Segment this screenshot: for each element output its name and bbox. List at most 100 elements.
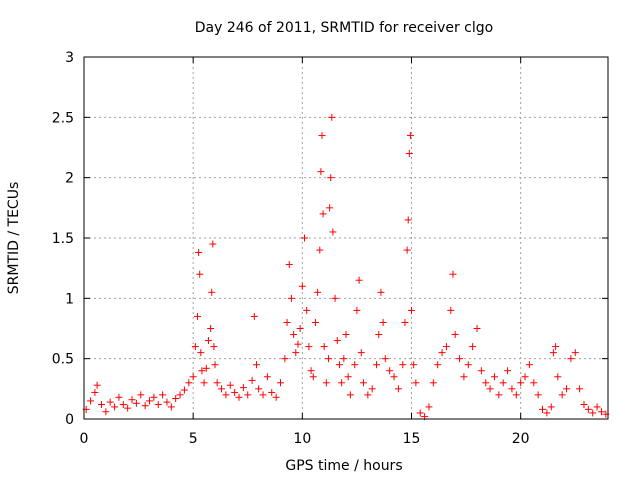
data-point: [176, 391, 184, 399]
data-point: [377, 288, 385, 296]
data-point: [469, 343, 477, 351]
data-point: [259, 391, 267, 399]
data-point: [525, 361, 533, 369]
y-tick-label: 0: [65, 412, 74, 428]
data-point: [425, 403, 433, 411]
data-point: [322, 379, 330, 387]
data-point: [331, 294, 339, 302]
data-point: [285, 261, 293, 269]
data-point: [218, 385, 226, 393]
data-point: [97, 401, 105, 409]
data-point: [552, 343, 560, 351]
x-tick-label: 0: [80, 431, 89, 447]
data-point: [593, 403, 601, 411]
data-point: [464, 361, 472, 369]
data-point: [327, 174, 335, 182]
data-point: [191, 343, 199, 351]
data-point: [283, 318, 291, 326]
data-point: [429, 379, 437, 387]
data-point: [449, 270, 457, 278]
data-point: [335, 361, 343, 369]
data-point: [87, 397, 95, 405]
data-point: [159, 391, 167, 399]
data-point: [319, 210, 327, 218]
data-point: [442, 343, 450, 351]
data-point: [340, 355, 348, 363]
data-point: [517, 379, 525, 387]
data-point: [93, 381, 101, 389]
data-point: [447, 306, 455, 314]
y-tick-label: 1.5: [52, 231, 74, 247]
data-point: [338, 379, 346, 387]
data-point: [477, 367, 485, 375]
data-point: [355, 276, 363, 284]
data-point: [549, 349, 557, 357]
data-point: [379, 318, 387, 326]
data-point: [150, 393, 158, 401]
data-point: [119, 401, 127, 409]
data-point: [364, 391, 372, 399]
data-point: [386, 367, 394, 375]
data-point: [567, 355, 575, 363]
data-point: [210, 343, 218, 351]
data-point: [346, 391, 354, 399]
data-point: [368, 385, 376, 393]
data-point: [375, 331, 383, 339]
data-point: [317, 168, 325, 176]
data-point: [115, 393, 123, 401]
data-point: [434, 361, 442, 369]
data-point: [91, 388, 99, 396]
x-axis-label: GPS time / hours: [285, 458, 402, 474]
data-point: [137, 391, 145, 399]
data-point: [146, 397, 153, 405]
data-point: [154, 401, 162, 409]
data-point: [235, 393, 243, 401]
data-point: [211, 361, 219, 369]
data-point: [584, 405, 592, 413]
data-point: [303, 306, 311, 314]
data-point: [132, 399, 140, 407]
data-point: [198, 367, 206, 375]
data-point: [333, 337, 341, 345]
data-point: [521, 373, 529, 381]
x-tick-label: 15: [403, 431, 421, 447]
data-point: [202, 364, 210, 372]
data-point: [589, 409, 597, 417]
data-point: [231, 388, 239, 396]
data-point: [208, 288, 216, 296]
data-point: [482, 379, 490, 387]
chart-title: Day 246 of 2011, SRMTID for receiver clg…: [195, 20, 493, 36]
data-point: [124, 404, 132, 412]
data-point: [255, 385, 263, 393]
data-point: [197, 349, 205, 357]
data-point: [320, 343, 328, 351]
data-point: [111, 403, 119, 411]
data-point: [292, 349, 300, 357]
data-point: [207, 325, 215, 332]
points-layer: [82, 113, 610, 421]
data-point: [495, 391, 503, 399]
data-point: [597, 408, 605, 416]
data-point: [357, 349, 365, 357]
data-point: [185, 379, 193, 387]
x-tick-label: 20: [512, 431, 530, 447]
data-point: [328, 113, 336, 121]
data-point: [410, 361, 418, 369]
data-point: [438, 349, 446, 357]
data-point: [373, 361, 381, 369]
ticks-layer: [83, 56, 608, 420]
data-point: [296, 325, 304, 332]
data-point: [314, 288, 322, 296]
data-point: [318, 131, 326, 139]
data-point: [102, 408, 110, 416]
y-tick-label: 1: [65, 291, 74, 307]
data-point: [381, 355, 389, 363]
data-point: [195, 248, 203, 256]
data-point: [248, 376, 256, 384]
x-tick-label: 10: [293, 431, 311, 447]
data-point: [451, 331, 459, 339]
data-point: [311, 318, 319, 326]
data-point: [456, 355, 464, 363]
data-point: [504, 367, 512, 375]
data-point: [543, 409, 551, 417]
